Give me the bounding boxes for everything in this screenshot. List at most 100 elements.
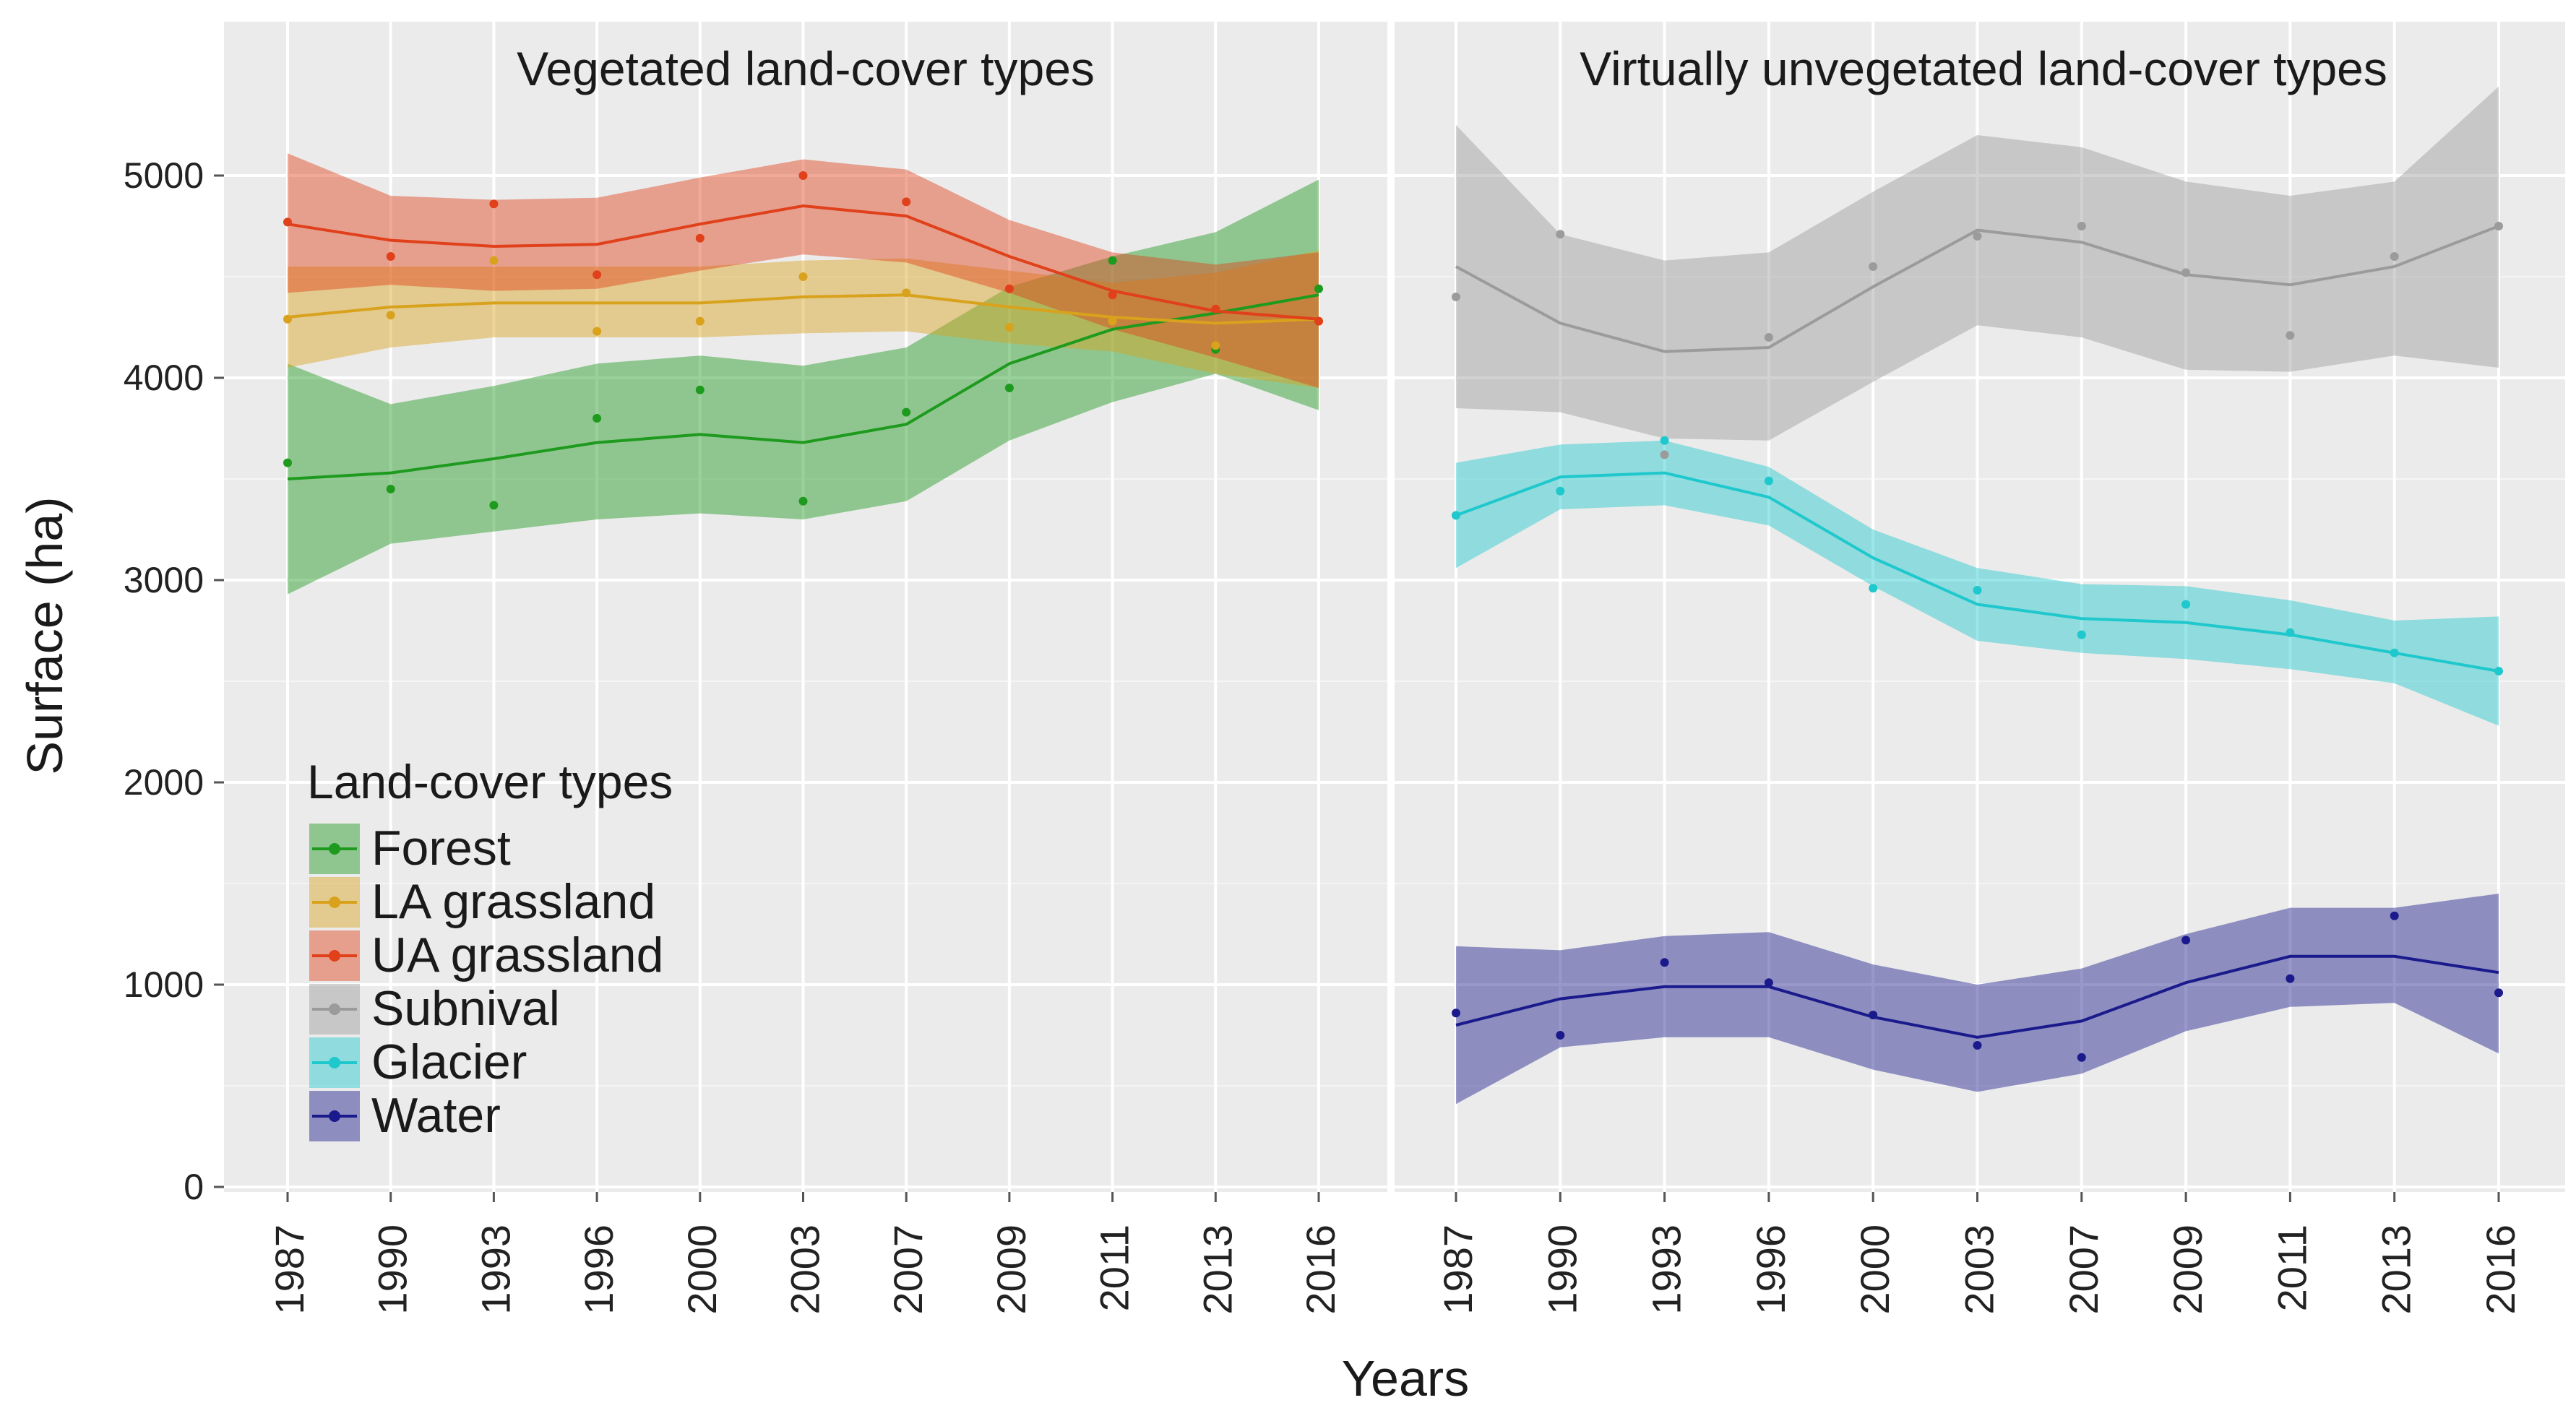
point-subnival-2007 xyxy=(2077,222,2086,230)
point-ua-grassland-2016 xyxy=(1314,316,1323,326)
trend-line-glacier xyxy=(1455,471,2499,673)
point-water-2011 xyxy=(2286,974,2295,983)
point-glacier-2016 xyxy=(2494,667,2503,675)
x-tick-label-2011: 2011 xyxy=(2269,1225,2314,1311)
point-water-1993 xyxy=(1660,958,1669,967)
gridlines xyxy=(224,22,2565,1192)
point-ua-grassland-2013 xyxy=(1211,304,1220,314)
point-glacier-2003 xyxy=(1973,586,1982,595)
trend-line-ua-grassland xyxy=(287,204,1319,321)
point-ua-grassland-1987 xyxy=(283,217,292,227)
x-tick-label-1996: 1996 xyxy=(576,1225,621,1315)
point-la-grassland-1990 xyxy=(386,311,395,320)
point-ua-grassland-1993 xyxy=(489,199,499,209)
point-ua-grassland-2007 xyxy=(902,197,911,207)
x-axis-label: Years xyxy=(1342,1350,1469,1407)
point-water-1996 xyxy=(1764,978,1773,988)
x-tick-label-2007: 2007 xyxy=(885,1225,931,1315)
x-tick-label-2007: 2007 xyxy=(2061,1225,2106,1315)
band-water xyxy=(1456,894,2499,1105)
point-water-1987 xyxy=(1452,1008,1460,1018)
point-forest-2009 xyxy=(1004,384,1014,392)
data-points xyxy=(283,171,2503,1062)
legend-marker-ua-grassland xyxy=(329,950,340,962)
band-la-grassland xyxy=(288,250,1319,388)
point-glacier-1990 xyxy=(1556,486,1565,496)
x-tick-label-1996: 1996 xyxy=(1748,1225,1793,1315)
y-tick-label-1000: 1000 xyxy=(124,964,204,1005)
point-subnival-2003 xyxy=(1973,232,1982,241)
x-tick-label-2016: 2016 xyxy=(2478,1225,2523,1315)
legend-label-ua-grassland: UA grassland xyxy=(371,928,663,982)
point-forest-2016 xyxy=(1314,284,1323,293)
x-tick-label-1990: 1990 xyxy=(370,1225,415,1315)
point-forest-2007 xyxy=(902,407,911,417)
legend-label-water: Water xyxy=(371,1088,501,1143)
band-glacier xyxy=(1456,440,2499,726)
y-tick-label-2000: 2000 xyxy=(124,762,204,803)
axes: 1987 1990 1993 1996 2000 2003 2007 2009 2011 2013… xyxy=(124,155,2523,1315)
legend-label-subnival: Subnival xyxy=(371,981,560,1036)
legend-label-forest: Forest xyxy=(371,821,511,876)
point-la-grassland-1996 xyxy=(593,327,602,336)
point-subnival-1996 xyxy=(1764,333,1773,342)
x-tick-label-2016: 2016 xyxy=(1298,1225,1343,1315)
point-subnival-2011 xyxy=(2286,331,2295,340)
point-ua-grassland-2003 xyxy=(798,171,808,180)
point-glacier-1993 xyxy=(1660,436,1669,445)
confidence-bands xyxy=(288,86,2499,1105)
point-water-2000 xyxy=(1869,1011,1878,1019)
point-subnival-1990 xyxy=(1556,230,1565,239)
panel-title-left: Vegetated land-cover types xyxy=(517,42,1095,95)
point-ua-grassland-2009 xyxy=(1004,284,1014,293)
legend-label-glacier: Glacier xyxy=(371,1035,527,1089)
point-glacier-2000 xyxy=(1869,584,1878,593)
point-glacier-2011 xyxy=(2286,628,2295,637)
trend-lines xyxy=(287,204,2499,1039)
x-tick-label-2013: 2013 xyxy=(2374,1225,2419,1315)
x-tick-label-2003: 2003 xyxy=(1957,1225,2002,1315)
legend-marker-forest xyxy=(329,843,340,855)
y-tick-label-0: 0 xyxy=(184,1167,204,1207)
point-subnival-1993 xyxy=(1660,450,1669,459)
point-forest-1993 xyxy=(489,501,499,510)
point-la-grassland-2003 xyxy=(798,272,808,281)
point-forest-1987 xyxy=(283,458,292,467)
point-water-2016 xyxy=(2494,988,2503,998)
point-la-grassland-2011 xyxy=(1108,316,1117,326)
point-subnival-1987 xyxy=(1452,293,1460,301)
trend-line-subnival xyxy=(1455,225,2499,353)
point-glacier-2013 xyxy=(2390,648,2399,657)
y-axis-label: Surface (ha) xyxy=(17,496,73,774)
x-tick-label-2003: 2003 xyxy=(783,1225,828,1315)
x-tick-label-2009: 2009 xyxy=(988,1225,1034,1315)
legend-marker-subnival xyxy=(329,1003,340,1015)
x-tick-label-2000: 2000 xyxy=(1852,1225,1897,1315)
y-tick-label-5000: 5000 xyxy=(124,155,204,196)
legend-label-la-grassland: LA grassland xyxy=(371,874,655,929)
point-la-grassland-2009 xyxy=(1004,323,1014,332)
y-tick-label-4000: 4000 xyxy=(124,358,204,398)
point-ua-grassland-2011 xyxy=(1108,290,1117,300)
x-tick-label-2000: 2000 xyxy=(679,1225,725,1315)
point-forest-2000 xyxy=(695,385,705,394)
point-forest-2003 xyxy=(798,496,808,506)
point-water-2013 xyxy=(2390,911,2399,920)
point-subnival-2000 xyxy=(1869,262,1878,271)
trend-line-forest xyxy=(287,293,1319,480)
point-glacier-1996 xyxy=(1764,476,1773,485)
point-glacier-2007 xyxy=(2077,630,2086,639)
trend-line-la-grassland xyxy=(287,293,1319,325)
point-la-grassland-2000 xyxy=(695,316,705,326)
legend-marker-water xyxy=(329,1110,340,1122)
x-tick-label-1987: 1987 xyxy=(1435,1225,1481,1315)
point-subnival-2016 xyxy=(2494,222,2503,230)
point-subnival-2009 xyxy=(2181,268,2191,277)
point-water-2007 xyxy=(2077,1053,2086,1062)
x-tick-label-1987: 1987 xyxy=(267,1225,312,1315)
point-forest-2011 xyxy=(1108,256,1117,265)
point-la-grassland-1993 xyxy=(489,256,499,265)
